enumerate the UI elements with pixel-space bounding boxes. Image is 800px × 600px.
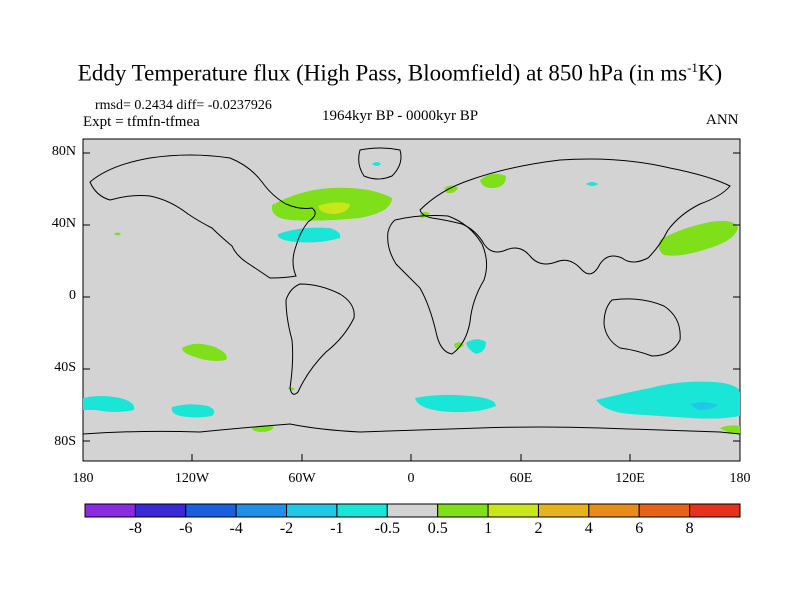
lat-label-40s: 40S [54,360,76,375]
anomaly-europe [444,185,458,194]
colorbar-swatch [386,503,439,518]
anomaly-north-pacific [658,220,738,256]
lat-label-80n: 80N [51,144,76,159]
anomaly-madagascar-channel [466,339,486,354]
anomaly-south-pacific-west [83,396,135,412]
colorbar-label: 4 [584,520,593,537]
chart-title: Eddy Temperature flux (High Pass, Bloomf… [77,60,723,86]
coast-greenland [358,147,402,180]
colorbar-swatch [689,503,741,518]
lon-label-180e: 180 [729,471,751,486]
colorbar-label: 2 [534,520,543,537]
colorbar-swatch [588,503,640,518]
coast-africa [387,215,488,355]
colorbar-label: 8 [685,520,694,537]
lon-label-60w: 60W [288,471,316,486]
colorbar-swatch [638,503,691,518]
anomaly-gulf-stream [277,227,341,243]
colorbar-swatch [134,503,187,518]
colorbar-swatch [437,503,489,518]
coast-south-america [285,283,355,395]
anomaly-greenland [372,162,381,166]
colorbar-label: -6 [179,520,193,537]
colorbar-swatch [84,503,136,518]
coast-antarctica [82,423,741,435]
lon-label-60e: 60E [509,471,533,486]
lat-label-40n: 40N [51,216,76,231]
stats-text: rmsd= 0.2434 diff= -0.0237926 [95,98,272,113]
anomaly-south-pacific-central [171,404,215,418]
coastlines [82,147,741,435]
colorbar-label: -0.5 [374,520,400,537]
period-label: 1964kyr BP - 0000kyr BP [321,108,479,124]
anomaly-russia [480,173,506,188]
colorbar-label: -2 [279,520,294,537]
negative-anomalies [83,162,740,419]
lon-label-120w: 120W [174,471,210,486]
colorbar-swatch [286,503,338,518]
anomaly-south-pacific [182,343,227,361]
map-panel [82,138,741,462]
colorbar-swatch [235,503,288,518]
colorbar-swatch [487,503,539,518]
lat-label-0: 0 [69,288,76,303]
colorbar-label: 0.5 [427,520,448,537]
anomaly-small-pacific [114,232,121,236]
coast-north-america [89,154,316,279]
lon-label-180w: 180 [72,471,94,486]
colorbar-label: 6 [635,520,644,537]
colorbar-label: 1 [484,520,493,537]
lon-label-120e: 120E [615,471,645,486]
anomaly-south-atlantic [415,394,496,413]
positive-anomalies [114,173,740,434]
anomaly-north-atlantic-core [318,202,350,214]
anomaly-ross-sea [720,425,740,434]
colorbar-swatch [537,503,590,518]
anomaly-southern-core [690,402,718,410]
experiment-label: Expt = tfmfn-tfmea [83,114,200,130]
axis-ticks [83,152,740,461]
coast-australia [603,298,681,357]
colorbar-label: -8 [128,520,143,537]
coast-eurasia [419,158,731,275]
lon-label-0: 0 [407,471,415,486]
colorbar [84,503,741,518]
colorbar-swatch [336,503,388,518]
colorbar-label: -1 [330,520,344,537]
colorbar-swatch [185,503,237,518]
anomaly-siberia [586,182,598,186]
lat-label-80s: 80S [54,434,76,449]
season-label: ANN [706,112,739,128]
colorbar-label: -4 [229,520,243,537]
